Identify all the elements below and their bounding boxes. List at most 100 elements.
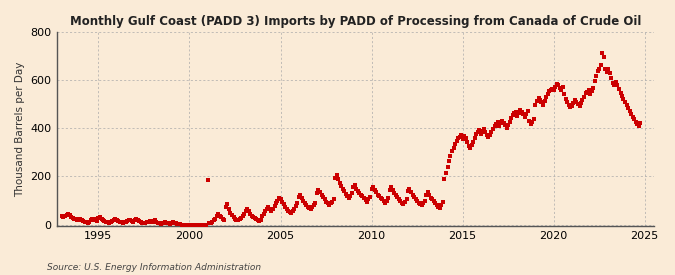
Point [286,211,296,215]
Point [180,222,190,227]
Point [549,85,560,89]
Point [210,216,221,221]
Point [437,200,448,204]
Point [487,126,498,131]
Point [132,218,143,222]
Point [137,221,148,225]
Y-axis label: Thousand Barrels per Day: Thousand Barrels per Day [15,61,25,197]
Point [193,222,204,227]
Point [289,207,300,211]
Point [350,183,360,187]
Point [586,89,597,93]
Point [383,196,394,200]
Point [93,216,104,220]
Point [315,190,325,194]
Point [442,165,453,169]
Point [301,203,312,208]
Point [502,126,512,130]
Point [290,204,301,208]
Point [88,216,99,221]
Point [138,221,149,226]
Point [87,217,98,222]
Point [564,103,574,108]
Point [368,185,379,189]
Point [211,214,222,218]
Point [560,97,571,101]
Point [178,222,189,227]
Point [606,76,617,80]
Point [495,121,506,126]
Point [144,219,155,223]
Point [536,100,547,104]
Point [340,192,351,196]
Point [131,217,142,222]
Point [604,71,615,76]
Point [542,92,553,96]
Point [85,218,96,222]
Point [221,204,232,209]
Point [472,130,483,134]
Point [451,139,462,143]
Point [622,106,633,110]
Point [278,202,289,207]
Point [389,191,400,195]
Point [530,103,541,107]
Point [277,200,288,204]
Point [198,222,209,227]
Point [160,220,171,224]
Point [205,221,216,225]
Point [630,119,641,124]
Point [335,184,346,188]
Point [255,218,266,222]
Point [217,217,228,222]
Point [125,218,136,222]
Point [372,192,383,197]
Point [632,122,643,126]
Point [68,216,78,220]
Point [257,214,268,218]
Point [136,220,146,224]
Point [186,222,196,227]
Point [299,201,310,205]
Point [348,185,359,189]
Point [126,219,137,223]
Point [90,218,101,222]
Point [471,132,482,136]
Point [439,177,450,181]
Point [313,188,324,192]
Point [225,210,236,215]
Point [75,217,86,222]
Point [272,198,283,203]
Point [207,220,217,224]
Point [521,112,532,116]
Point [161,221,172,225]
Text: Source: U.S. Energy Information Administration: Source: U.S. Energy Information Administ… [47,263,261,272]
Point [310,200,321,205]
Point [486,130,497,134]
Point [151,220,161,224]
Point [345,194,356,198]
Point [265,207,275,211]
Point [266,209,277,214]
Point [425,196,436,200]
Point [240,209,251,214]
Point [346,191,357,196]
Point [307,205,318,210]
Point [541,95,551,100]
Point [110,217,121,222]
Point [360,198,371,202]
Point [330,175,341,180]
Point [269,204,280,208]
Point [234,217,245,222]
Point [170,221,181,226]
Point [158,221,169,225]
Point [468,139,479,144]
Point [547,86,558,91]
Point [556,88,567,92]
Point [375,196,386,200]
Point [553,83,564,88]
Point [342,194,353,199]
Point [413,200,424,205]
Point [402,189,413,194]
Point [515,107,526,112]
